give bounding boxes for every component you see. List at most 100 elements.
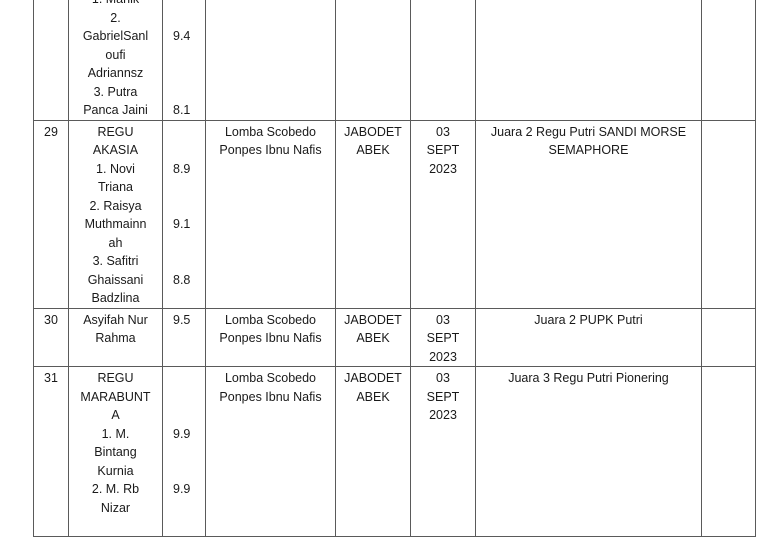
event-line: Lomba Scobedo: [224, 312, 317, 327]
score-line: [173, 289, 203, 307]
event-line: Lomba Scobedo: [224, 124, 317, 139]
score-line: 8.1: [173, 103, 191, 117]
score-cell: 9.4 8.1: [162, 0, 206, 121]
extra-cell: [701, 307, 756, 367]
achievement-table: 1. Manik2. GabrielSanl oufi Adriannsz 3. Put…: [33, 0, 756, 537]
name-cell: REGU MARABUNT A 1. M. Bintang Kurnia 2. M. Rb N…: [68, 366, 163, 537]
score-line: 8.9: [173, 161, 191, 176]
date-cell: 03 SEPT 2023: [410, 366, 476, 537]
score-line: 9.1: [173, 217, 191, 231]
region-line: JABODET: [344, 312, 402, 327]
name-line: 3. Putra: [93, 84, 138, 99]
event-line: Lomba Scobedo: [224, 371, 317, 385]
table-row: 1. Manik2. GabrielSanl oufi Adriannsz 3. Put…: [33, 0, 756, 121]
date-cell: 03 SEPT 2023: [410, 119, 476, 309]
row-number-cell: 31: [33, 366, 69, 537]
date-line: 03: [436, 371, 450, 385]
row-number-cell: 30: [33, 307, 69, 367]
score-line: [173, 462, 203, 481]
achievement-cell: Juara 2 PUPK Putri: [475, 307, 702, 367]
name-line: AKASIA: [92, 143, 139, 157]
score-line: 9.5: [173, 312, 191, 327]
name-line: 2. M. Rb: [91, 482, 140, 496]
score-line: [173, 197, 203, 216]
name-line: ah: [108, 235, 123, 250]
name-line: 1. Novi: [96, 161, 135, 176]
date-line: 2023: [429, 161, 457, 176]
date-line: 2023: [429, 408, 457, 422]
score-line: 8.8: [173, 272, 191, 287]
row-number-cell: [33, 0, 69, 121]
date-line: 03: [436, 312, 450, 327]
event-line: Ponpes Ibnu Nafis: [219, 143, 322, 157]
score-line: [173, 406, 203, 425]
name-line: 2. Raisya: [89, 198, 142, 213]
score-line: 9.4: [173, 29, 191, 43]
region-cell: JABODET ABEK: [335, 119, 411, 309]
region-line: ABEK: [356, 143, 390, 157]
name-line: GabrielSanl: [82, 29, 149, 43]
score-line: [173, 64, 203, 83]
score-cell: 8.9 9.1 8.8: [162, 119, 206, 309]
event-cell: Lomba Scobedo Ponpes Ibnu Nafis: [205, 119, 336, 309]
score-line: [173, 83, 203, 102]
date-cell: 03 SEPT 2023: [410, 307, 476, 367]
score-line: [173, 178, 203, 197]
score-cell: 9.5: [162, 307, 206, 367]
score-line: [173, 443, 203, 462]
score-line: [173, 141, 203, 160]
region-cell: JABODET ABEK: [335, 366, 411, 537]
row-number-cell: 29: [33, 119, 69, 309]
name-line: A: [111, 408, 120, 422]
achievement-cell: Juara 2 Regu Putri SANDI MORSE SEMAPHORE: [475, 119, 702, 309]
score-line: 9.9: [173, 426, 191, 441]
region-cell: JABODET ABEK: [335, 307, 411, 367]
name-line: Kurnia: [97, 463, 134, 478]
achievement-cell: Juara 3 Regu Putri Pionering: [475, 366, 702, 537]
event-cell: Lomba Scobedo Ponpes Ibnu Nafis: [205, 307, 336, 367]
region-line: ABEK: [356, 331, 390, 345]
score-line: [173, 0, 203, 9]
name-line: 1. M.: [101, 426, 130, 441]
date-line: 2023: [429, 349, 457, 364]
name-line: Panca Jaini: [83, 103, 148, 117]
score-line: [173, 499, 203, 518]
score-line: [173, 9, 203, 28]
table-row: 30 Asyifah Nur Rahma 9.5 Lomba Scobedo Ponpes…: [33, 307, 756, 367]
name-line: REGU: [97, 371, 134, 385]
date-line: SEPT: [426, 389, 460, 404]
name-line: oufi: [105, 47, 126, 62]
date-line: 03: [436, 124, 450, 139]
name-line: MARABUNT: [80, 389, 151, 404]
score-cell: 9.9 9.9: [162, 366, 206, 537]
name-line: Asyifah Nur: [83, 312, 148, 327]
name-line: Muthmainn: [84, 217, 147, 231]
score-line: [173, 46, 203, 65]
name-line: Rahma: [95, 331, 136, 345]
name-line: 2.: [110, 10, 121, 25]
extra-cell: [701, 366, 756, 537]
score-line: [173, 369, 203, 388]
name-line: REGU: [97, 124, 134, 139]
name-line: Bintang: [94, 445, 137, 459]
name-line: 1. Manik: [71, 0, 160, 9]
score-line: [173, 388, 203, 407]
region-cell: [335, 0, 411, 121]
event-line: Ponpes Ibnu Nafis: [219, 389, 322, 404]
name-line: Ghaissani: [87, 272, 144, 287]
event-cell: Lomba Scobedo Ponpes Ibnu Nafis: [205, 366, 336, 537]
name-cell: REGU AKASIA 1. Novi Triana 2. Raisya Muthmain…: [68, 119, 163, 309]
extra-cell: [701, 0, 756, 121]
name-line: 3. Safitri: [92, 254, 139, 268]
region-line: JABODET: [344, 371, 402, 385]
name-line: Adriannsz: [87, 66, 144, 80]
date-line: SEPT: [426, 143, 460, 157]
region-line: ABEK: [356, 389, 390, 404]
date-line: SEPT: [426, 331, 460, 345]
event-line: Ponpes Ibnu Nafis: [219, 331, 322, 345]
score-line: [173, 123, 203, 142]
table-row: 31 REGU MARABUNT A 1. M. Bintang Kurnia 2. M. R…: [33, 366, 756, 537]
name-cell: Asyifah Nur Rahma: [68, 307, 163, 367]
score-line: [173, 252, 203, 271]
table-row: 29 REGU AKASIA 1. Novi Triana 2. Raisya Muthma…: [33, 119, 756, 309]
